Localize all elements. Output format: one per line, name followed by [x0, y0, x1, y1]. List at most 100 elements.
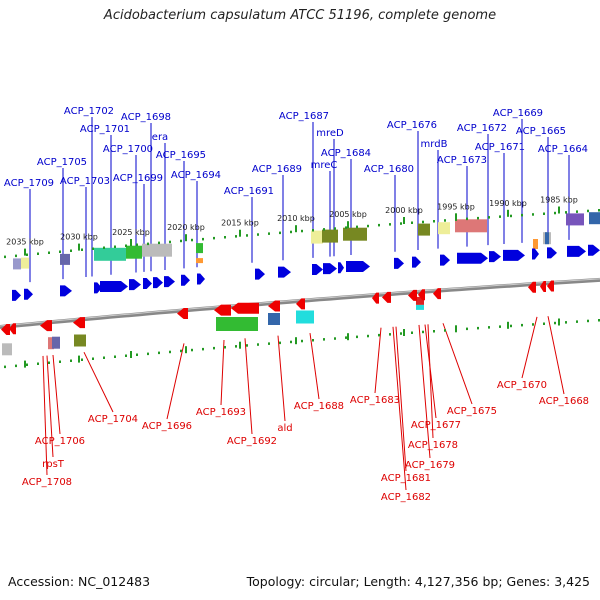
- reverse-label-connector: [521, 316, 538, 379]
- major-tick: [558, 318, 560, 326]
- category-band: [455, 219, 487, 233]
- tick-dot: [26, 363, 28, 366]
- forward-gene-label: ACP_1669: [493, 108, 543, 119]
- reverse-label-connector: [374, 327, 382, 394]
- reverse-gene-label: ACP_1668: [539, 396, 589, 407]
- reverse-gene-label: ACP_1681: [381, 473, 431, 484]
- tick-dot: [70, 249, 72, 252]
- tick-dot: [400, 222, 402, 225]
- forward-gene-label: ACP_1701: [80, 124, 130, 135]
- reverse-gene-arrow: [214, 304, 231, 316]
- tick-dot: [279, 231, 281, 235]
- tick-label: 2015 kbp: [221, 219, 259, 228]
- category-band: [60, 253, 70, 265]
- forward-gene-label: ACP_1698: [121, 112, 171, 123]
- forward-gene-arrow: [567, 245, 586, 257]
- reverse-gene-arrow: [418, 289, 425, 301]
- tick-dot: [367, 224, 369, 228]
- tick-dot: [389, 223, 391, 226]
- tick-dot: [26, 253, 28, 256]
- tick-dot: [48, 251, 50, 254]
- tick-dot: [125, 244, 127, 247]
- reverse-gene-label: ACP_1675: [447, 406, 497, 417]
- reverse-gene-arrow: [73, 317, 85, 329]
- tick-dot: [70, 359, 72, 362]
- tick-dot: [532, 213, 534, 216]
- tick-dot: [147, 242, 149, 246]
- tick-dot: [543, 212, 545, 215]
- tick-dot: [488, 216, 490, 219]
- forward-gene-label: ACP_1700: [103, 144, 153, 155]
- tick-dot: [422, 330, 424, 334]
- reverse-gene-arrow: [1, 323, 10, 335]
- tick-dot: [499, 215, 501, 218]
- major-tick: [295, 337, 297, 345]
- category-band: [13, 258, 21, 270]
- tick-dot: [521, 323, 523, 327]
- reverse-gene-label: ACP_1688: [294, 401, 344, 412]
- tick-dot: [477, 326, 479, 330]
- reverse-gene-arrow: [528, 281, 536, 293]
- genome-summary-text: Topology: circular; Length: 4,127,356 bp…: [246, 574, 590, 589]
- forward-gene-arrow: [255, 268, 265, 280]
- reverse-gene-label: ACP_1682: [381, 492, 431, 503]
- category-band: [311, 230, 323, 244]
- reverse-gene-label: rpsT: [42, 459, 65, 470]
- major-tick: [347, 221, 349, 229]
- tick-dot: [114, 355, 116, 358]
- tick-dot: [169, 240, 171, 244]
- reverse-label-connector: [220, 340, 225, 406]
- reverse-gene-arrow: [540, 280, 546, 292]
- accession-text: Accession: NC_012483: [8, 574, 151, 589]
- forward-gene-arrow: [197, 273, 205, 285]
- tick-dot: [488, 326, 490, 329]
- reverse-gene-arrow: [408, 289, 417, 301]
- major-tick: [130, 351, 132, 358]
- major-tick: [185, 234, 187, 242]
- tick-dot: [565, 211, 567, 214]
- category-band: [196, 243, 203, 254]
- category-band: [268, 313, 280, 325]
- tick-dot: [202, 237, 204, 241]
- reverse-gene-label: ACP_1683: [350, 395, 400, 406]
- reverse-gene-arrow: [268, 300, 280, 312]
- forward-gene-label: ACP_1673: [437, 155, 487, 166]
- kbp-ticks: 2035 kbp 2030 kbp 2025 kbp 2020 kbp 2015 kbp…: [4, 196, 600, 369]
- tick-dot: [15, 364, 17, 368]
- reverse-label-connector: [309, 333, 320, 400]
- tick-dot: [224, 236, 226, 239]
- reverse-gene-label: ACP_1670: [497, 380, 547, 391]
- tick-dot: [587, 209, 589, 213]
- category-band: [216, 317, 258, 331]
- forward-gene-arrow: [457, 252, 488, 264]
- tick-dot: [345, 226, 347, 229]
- tick-dot: [81, 358, 83, 361]
- reverse-gene-label: ACP_1708: [22, 477, 72, 488]
- tick-label: 2025 kbp: [112, 228, 150, 237]
- tick-dot: [378, 333, 380, 337]
- reverse-gene-label: ACP_1678: [408, 440, 458, 451]
- tick-dot: [180, 349, 182, 353]
- forward-gene-label: ACP_1665: [516, 126, 566, 137]
- forward-gene-label: ACP_1671: [475, 142, 525, 153]
- forward-gene-label: ACP_1709: [4, 178, 54, 189]
- tick-dot: [510, 214, 512, 218]
- reverse-gene-label: ald: [277, 423, 292, 434]
- tick-dot: [213, 346, 215, 350]
- forward-gene-arrow: [547, 247, 557, 259]
- reverse-gene-arrow: [231, 302, 259, 314]
- tick-dot: [48, 361, 50, 364]
- reverse-gene-arrow: [433, 288, 441, 300]
- category-band: [74, 334, 86, 347]
- reverse-label-connector: [418, 324, 431, 459]
- major-tick: [558, 206, 560, 214]
- tick-dot: [576, 320, 578, 323]
- forward-gene-arrow: [312, 264, 323, 276]
- reverse-gene-label: ACP_1679: [405, 460, 455, 471]
- tick-dot: [587, 319, 589, 323]
- tick-dot: [103, 356, 105, 359]
- tick-label: 2030 kbp: [60, 233, 98, 242]
- gene-arrows: [1, 244, 600, 335]
- tick-dot: [147, 352, 149, 356]
- reverse-gene-label: ACP_1693: [196, 407, 246, 418]
